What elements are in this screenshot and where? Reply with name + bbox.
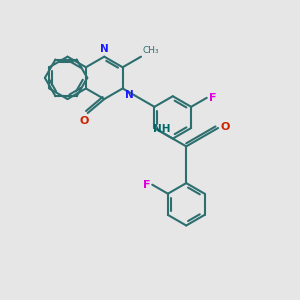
- Text: O: O: [80, 116, 89, 126]
- Text: N: N: [125, 90, 134, 100]
- Text: F: F: [143, 180, 151, 190]
- Text: NH: NH: [153, 124, 170, 134]
- Text: N: N: [100, 44, 109, 54]
- Text: CH₃: CH₃: [142, 46, 159, 56]
- Text: F: F: [208, 93, 216, 103]
- Text: O: O: [220, 122, 230, 131]
